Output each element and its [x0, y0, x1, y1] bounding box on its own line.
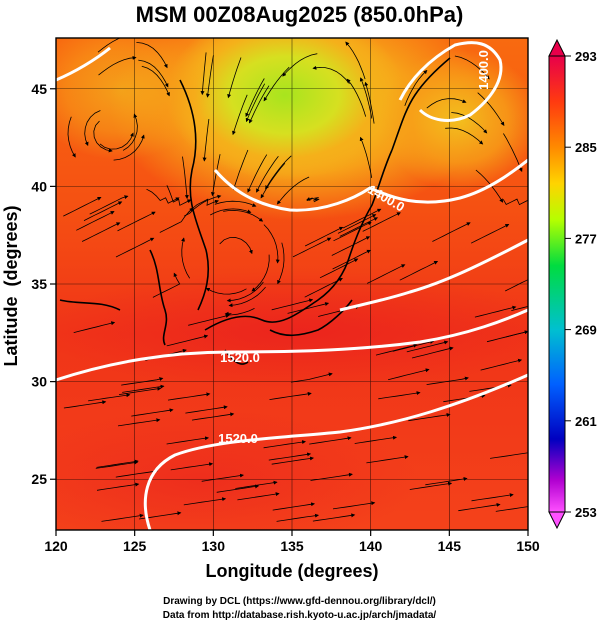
colorbar-ticks: 293 285 277 269 261 253	[565, 49, 597, 520]
contour-label: 1520.0	[218, 431, 258, 446]
map-title: MSM 00Z08Aug2025 (850.0hPa)	[135, 2, 464, 27]
x-axis-label: Longitude (degrees)	[205, 561, 378, 581]
colorbar-tick-label: 253	[575, 505, 597, 520]
colorbar: 293 285 277 269 261 253	[548, 38, 597, 530]
x-tick-label: 120	[44, 538, 68, 554]
contour-1520-north	[56, 308, 528, 382]
y-axis-label: Latitude (degrees)	[1, 205, 21, 366]
x-tick-label: 145	[438, 538, 462, 554]
contour-label: 1400.0	[476, 50, 491, 90]
contour-1400-a	[213, 158, 528, 212]
contour-north-east	[398, 41, 503, 122]
y-tick-label: 40	[31, 178, 47, 194]
contour-1520-south	[143, 373, 528, 530]
credit-line-1: Drawing by DCL (https://www.gfd-dennou.o…	[163, 596, 436, 607]
y-tick-label: 30	[31, 374, 47, 390]
colorbar-tick-label: 277	[575, 231, 597, 246]
credit-line-2: Data from http://database.rish.kyoto-u.a…	[162, 610, 437, 621]
x-axis-ticks: 120 125 130 135 140 145 150	[44, 530, 540, 554]
colorbar-tick-label: 261	[575, 414, 597, 429]
colorbar-tick-label: 285	[575, 140, 597, 155]
coastlines	[59, 57, 451, 365]
colorbar-tick-label: 293	[575, 49, 597, 64]
height-contours	[56, 41, 528, 530]
x-tick-label: 130	[202, 538, 226, 554]
x-tick-label: 125	[123, 538, 147, 554]
contour-north-west	[56, 46, 111, 82]
y-tick-label: 35	[31, 276, 47, 292]
colorbar-tick-label: 269	[575, 323, 597, 338]
contour-1400-b	[339, 238, 528, 312]
y-tick-label: 45	[31, 81, 47, 97]
y-tick-label: 25	[31, 471, 47, 487]
y-axis-ticks: 25 30 35 40 45	[31, 81, 56, 487]
x-tick-label: 140	[359, 538, 383, 554]
contour-labels: 1520.0 1520.0 1400.0 1400.0	[218, 50, 491, 446]
x-tick-label: 135	[280, 538, 304, 554]
x-tick-label: 150	[516, 538, 540, 554]
contour-label: 1520.0	[220, 350, 260, 365]
